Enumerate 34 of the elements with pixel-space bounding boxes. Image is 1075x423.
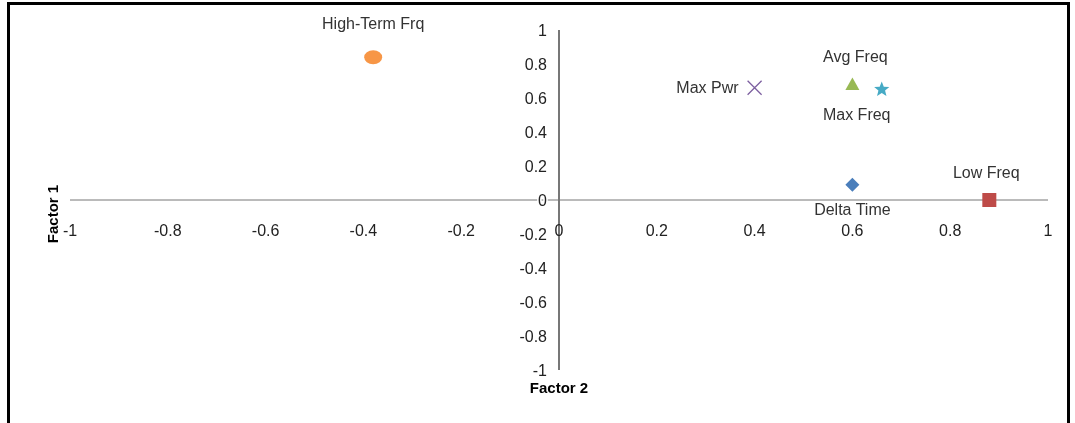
x-tick-label: -0.2 [447, 222, 476, 239]
series-label: Avg Freq [823, 48, 888, 66]
point [364, 50, 383, 65]
series-label: Delta Time [814, 200, 891, 218]
series-label: Max Freq [822, 105, 891, 123]
point [845, 177, 860, 192]
x-tick-label: -0.8 [154, 222, 182, 239]
x-tick-label: 0.4 [743, 222, 766, 239]
x-tick-label: -0.6 [251, 222, 280, 239]
y-tick-label: 0 [538, 191, 548, 209]
y-tick-label: 0.4 [524, 123, 548, 141]
x-tick-label: -0.4 [349, 222, 378, 239]
y-tick-label: -0.8 [519, 327, 548, 345]
y-tick-label: 0.8 [524, 55, 548, 73]
series-label: Low Freq [952, 164, 1020, 181]
x-tick-label: 0.6 [841, 222, 864, 239]
series-label: Max Pwr [676, 78, 740, 96]
y-tick-label: -1 [532, 361, 548, 379]
x-tick-label: -1 [62, 222, 78, 239]
x-tick-label: 0.8 [939, 222, 962, 239]
point [746, 80, 763, 96]
x-axis-title: Factor 2 [529, 379, 589, 396]
x-tick-label: 1 [1043, 222, 1053, 239]
y-tick-label: 0.6 [524, 89, 548, 107]
y-tick-label: -0.4 [519, 259, 548, 277]
y-tick-label: 0.2 [524, 157, 548, 175]
series-label: High-Term Frq [322, 15, 425, 33]
y-axis-title: Factor 1 [44, 184, 61, 244]
point [845, 77, 860, 90]
y-tick-label: 1 [538, 21, 548, 39]
y-tick-label: -0.6 [519, 293, 548, 311]
point [982, 193, 997, 207]
point [874, 81, 890, 96]
x-tick-label: 0.2 [645, 222, 669, 239]
